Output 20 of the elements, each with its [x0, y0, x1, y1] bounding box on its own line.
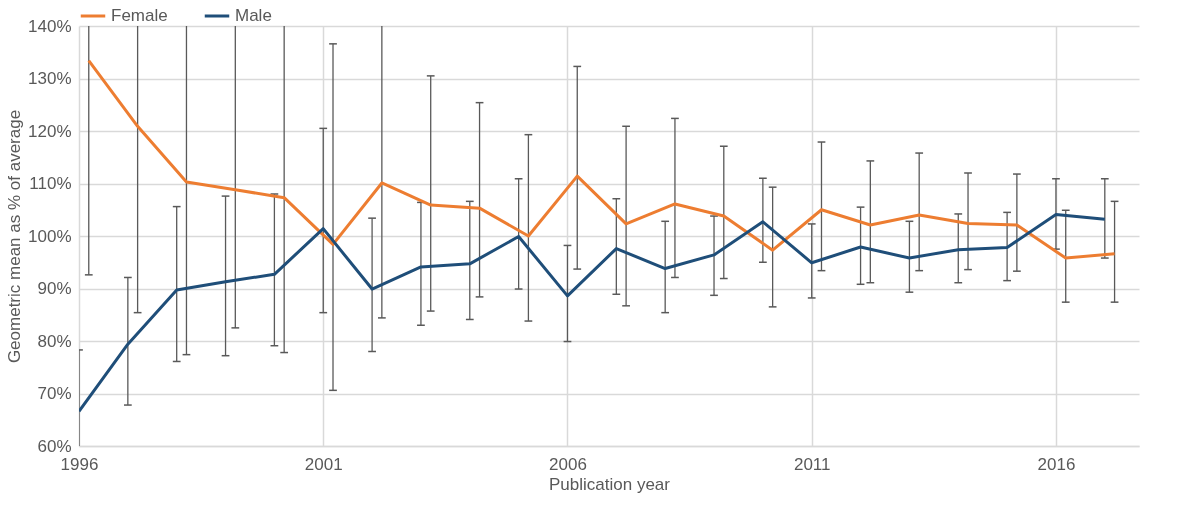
- y-tick-label: 140%: [28, 16, 72, 36]
- y-tick-label: 70%: [37, 384, 72, 403]
- line-series: [79, 212, 1107, 413]
- legend-label: Male: [235, 6, 272, 25]
- x-tick-label: 2006: [549, 454, 587, 474]
- y-tick-label: 60%: [37, 436, 72, 456]
- y-tick-label: 100%: [28, 226, 72, 246]
- x-axis-title: Publication year: [549, 474, 671, 494]
- y-tick-label: 80%: [37, 331, 72, 351]
- y-tick-label: 120%: [28, 121, 72, 141]
- x-tick-label: 2011: [793, 454, 831, 474]
- x-tick-label: 1996: [60, 454, 99, 474]
- x-tick-label: 2001: [304, 454, 343, 474]
- line-series: [87, 59, 1117, 260]
- y-axis-title: Geometric mean as % of average: [5, 109, 25, 364]
- legend-label: Female: [111, 6, 168, 25]
- x-tick-label: 2016: [1037, 454, 1076, 474]
- y-tick-label: 90%: [37, 279, 72, 298]
- y-tick-label: 130%: [28, 69, 72, 88]
- y-tick-label: 110%: [29, 174, 72, 193]
